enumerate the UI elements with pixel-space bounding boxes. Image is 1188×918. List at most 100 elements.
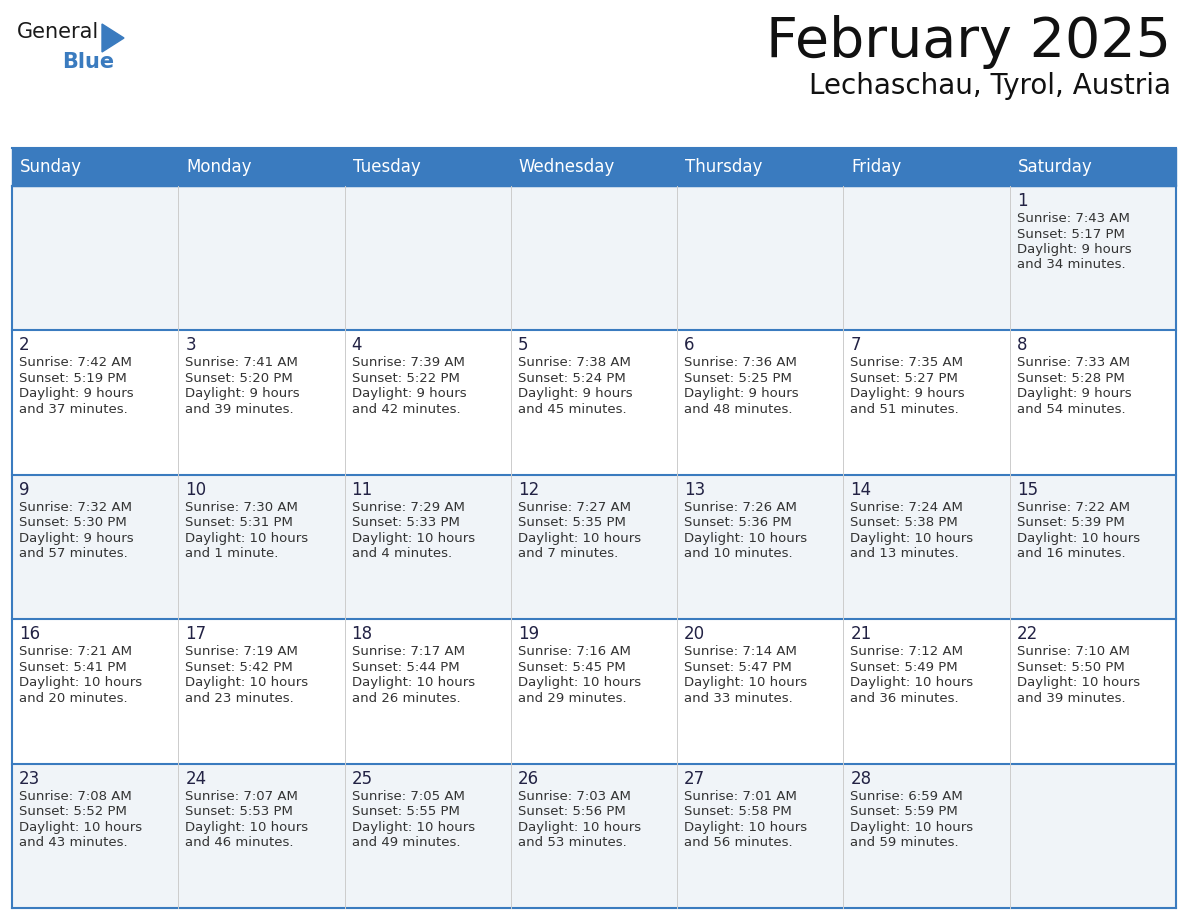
Text: and 20 minutes.: and 20 minutes. xyxy=(19,691,127,705)
Text: Daylight: 9 hours: Daylight: 9 hours xyxy=(1017,243,1131,256)
Text: 14: 14 xyxy=(851,481,872,498)
Text: Sunset: 5:36 PM: Sunset: 5:36 PM xyxy=(684,516,792,530)
Text: and 43 minutes.: and 43 minutes. xyxy=(19,836,127,849)
Text: and 49 minutes.: and 49 minutes. xyxy=(352,836,460,849)
Text: Sunset: 5:17 PM: Sunset: 5:17 PM xyxy=(1017,228,1125,241)
Text: Daylight: 10 hours: Daylight: 10 hours xyxy=(851,532,973,544)
Text: Sunrise: 7:38 AM: Sunrise: 7:38 AM xyxy=(518,356,631,369)
Text: Thursday: Thursday xyxy=(685,158,763,176)
Text: Sunrise: 7:39 AM: Sunrise: 7:39 AM xyxy=(352,356,465,369)
Text: Daylight: 10 hours: Daylight: 10 hours xyxy=(185,821,309,834)
Text: and 39 minutes.: and 39 minutes. xyxy=(1017,691,1125,705)
Text: Sunset: 5:38 PM: Sunset: 5:38 PM xyxy=(851,516,959,530)
Text: February 2025: February 2025 xyxy=(766,15,1171,69)
Text: 19: 19 xyxy=(518,625,539,644)
Text: Daylight: 9 hours: Daylight: 9 hours xyxy=(352,387,466,400)
Text: Daylight: 10 hours: Daylight: 10 hours xyxy=(1017,532,1139,544)
Text: Sunset: 5:58 PM: Sunset: 5:58 PM xyxy=(684,805,792,818)
Text: and 29 minutes.: and 29 minutes. xyxy=(518,691,626,705)
Text: Daylight: 10 hours: Daylight: 10 hours xyxy=(185,532,309,544)
Text: Sunset: 5:30 PM: Sunset: 5:30 PM xyxy=(19,516,127,530)
Text: Sunrise: 7:30 AM: Sunrise: 7:30 AM xyxy=(185,501,298,514)
Text: 11: 11 xyxy=(352,481,373,498)
Text: Daylight: 10 hours: Daylight: 10 hours xyxy=(19,677,143,689)
Text: Sunset: 5:56 PM: Sunset: 5:56 PM xyxy=(518,805,626,818)
Text: 25: 25 xyxy=(352,769,373,788)
Text: Sunrise: 7:42 AM: Sunrise: 7:42 AM xyxy=(19,356,132,369)
Text: 3: 3 xyxy=(185,336,196,354)
Text: Wednesday: Wednesday xyxy=(519,158,615,176)
Text: and 16 minutes.: and 16 minutes. xyxy=(1017,547,1125,560)
Text: Sunrise: 7:32 AM: Sunrise: 7:32 AM xyxy=(19,501,132,514)
Text: Sunset: 5:19 PM: Sunset: 5:19 PM xyxy=(19,372,127,385)
Text: and 57 minutes.: and 57 minutes. xyxy=(19,547,128,560)
Text: Sunset: 5:35 PM: Sunset: 5:35 PM xyxy=(518,516,626,530)
Text: Daylight: 9 hours: Daylight: 9 hours xyxy=(518,387,632,400)
Text: Sunrise: 7:21 AM: Sunrise: 7:21 AM xyxy=(19,645,132,658)
Text: Sunrise: 7:41 AM: Sunrise: 7:41 AM xyxy=(185,356,298,369)
Text: 18: 18 xyxy=(352,625,373,644)
Text: Sunrise: 7:05 AM: Sunrise: 7:05 AM xyxy=(352,789,465,802)
Text: and 45 minutes.: and 45 minutes. xyxy=(518,403,626,416)
Text: Sunrise: 7:29 AM: Sunrise: 7:29 AM xyxy=(352,501,465,514)
Text: Sunrise: 7:22 AM: Sunrise: 7:22 AM xyxy=(1017,501,1130,514)
Text: General: General xyxy=(17,22,100,42)
Text: Sunday: Sunday xyxy=(20,158,82,176)
Text: Sunset: 5:45 PM: Sunset: 5:45 PM xyxy=(518,661,626,674)
Text: Sunrise: 7:27 AM: Sunrise: 7:27 AM xyxy=(518,501,631,514)
Text: and 42 minutes.: and 42 minutes. xyxy=(352,403,460,416)
Text: Sunrise: 7:43 AM: Sunrise: 7:43 AM xyxy=(1017,212,1130,225)
Text: 5: 5 xyxy=(518,336,529,354)
Text: and 26 minutes.: and 26 minutes. xyxy=(352,691,460,705)
Text: Sunset: 5:52 PM: Sunset: 5:52 PM xyxy=(19,805,127,818)
Text: Sunrise: 7:19 AM: Sunrise: 7:19 AM xyxy=(185,645,298,658)
Text: 12: 12 xyxy=(518,481,539,498)
Text: 2: 2 xyxy=(19,336,30,354)
Text: 16: 16 xyxy=(19,625,40,644)
Text: and 34 minutes.: and 34 minutes. xyxy=(1017,259,1125,272)
Text: Daylight: 9 hours: Daylight: 9 hours xyxy=(185,387,299,400)
Text: Sunset: 5:47 PM: Sunset: 5:47 PM xyxy=(684,661,792,674)
Text: Monday: Monday xyxy=(187,158,252,176)
Text: Sunrise: 7:36 AM: Sunrise: 7:36 AM xyxy=(684,356,797,369)
Polygon shape xyxy=(102,24,124,52)
Text: Daylight: 10 hours: Daylight: 10 hours xyxy=(352,532,475,544)
Text: Sunset: 5:24 PM: Sunset: 5:24 PM xyxy=(518,372,626,385)
Text: Sunrise: 7:35 AM: Sunrise: 7:35 AM xyxy=(851,356,963,369)
Text: and 36 minutes.: and 36 minutes. xyxy=(851,691,959,705)
Text: Sunset: 5:49 PM: Sunset: 5:49 PM xyxy=(851,661,958,674)
Text: Daylight: 10 hours: Daylight: 10 hours xyxy=(851,821,973,834)
Text: Sunset: 5:50 PM: Sunset: 5:50 PM xyxy=(1017,661,1125,674)
Text: Daylight: 10 hours: Daylight: 10 hours xyxy=(352,821,475,834)
Text: Sunset: 5:31 PM: Sunset: 5:31 PM xyxy=(185,516,293,530)
Text: Sunrise: 7:10 AM: Sunrise: 7:10 AM xyxy=(1017,645,1130,658)
Text: 28: 28 xyxy=(851,769,872,788)
Text: and 59 minutes.: and 59 minutes. xyxy=(851,836,959,849)
Text: Daylight: 10 hours: Daylight: 10 hours xyxy=(1017,677,1139,689)
Text: and 48 minutes.: and 48 minutes. xyxy=(684,403,792,416)
Text: Sunset: 5:25 PM: Sunset: 5:25 PM xyxy=(684,372,792,385)
Text: Sunrise: 7:16 AM: Sunrise: 7:16 AM xyxy=(518,645,631,658)
Text: and 51 minutes.: and 51 minutes. xyxy=(851,403,959,416)
Text: and 23 minutes.: and 23 minutes. xyxy=(185,691,295,705)
Text: and 7 minutes.: and 7 minutes. xyxy=(518,547,618,560)
Text: 23: 23 xyxy=(19,769,40,788)
Bar xyxy=(12,620,1176,764)
Text: Daylight: 10 hours: Daylight: 10 hours xyxy=(518,677,642,689)
Text: and 54 minutes.: and 54 minutes. xyxy=(1017,403,1125,416)
Text: 4: 4 xyxy=(352,336,362,354)
Text: Daylight: 9 hours: Daylight: 9 hours xyxy=(19,387,133,400)
Text: Tuesday: Tuesday xyxy=(353,158,421,176)
Text: 10: 10 xyxy=(185,481,207,498)
Bar xyxy=(12,186,1176,330)
Text: 8: 8 xyxy=(1017,336,1028,354)
Text: Blue: Blue xyxy=(62,52,114,72)
Text: 17: 17 xyxy=(185,625,207,644)
Text: Daylight: 10 hours: Daylight: 10 hours xyxy=(518,821,642,834)
Bar xyxy=(12,475,1176,620)
Text: and 4 minutes.: and 4 minutes. xyxy=(352,547,451,560)
Text: 24: 24 xyxy=(185,769,207,788)
Text: and 1 minute.: and 1 minute. xyxy=(185,547,279,560)
Text: Sunrise: 7:01 AM: Sunrise: 7:01 AM xyxy=(684,789,797,802)
Bar xyxy=(12,330,1176,475)
